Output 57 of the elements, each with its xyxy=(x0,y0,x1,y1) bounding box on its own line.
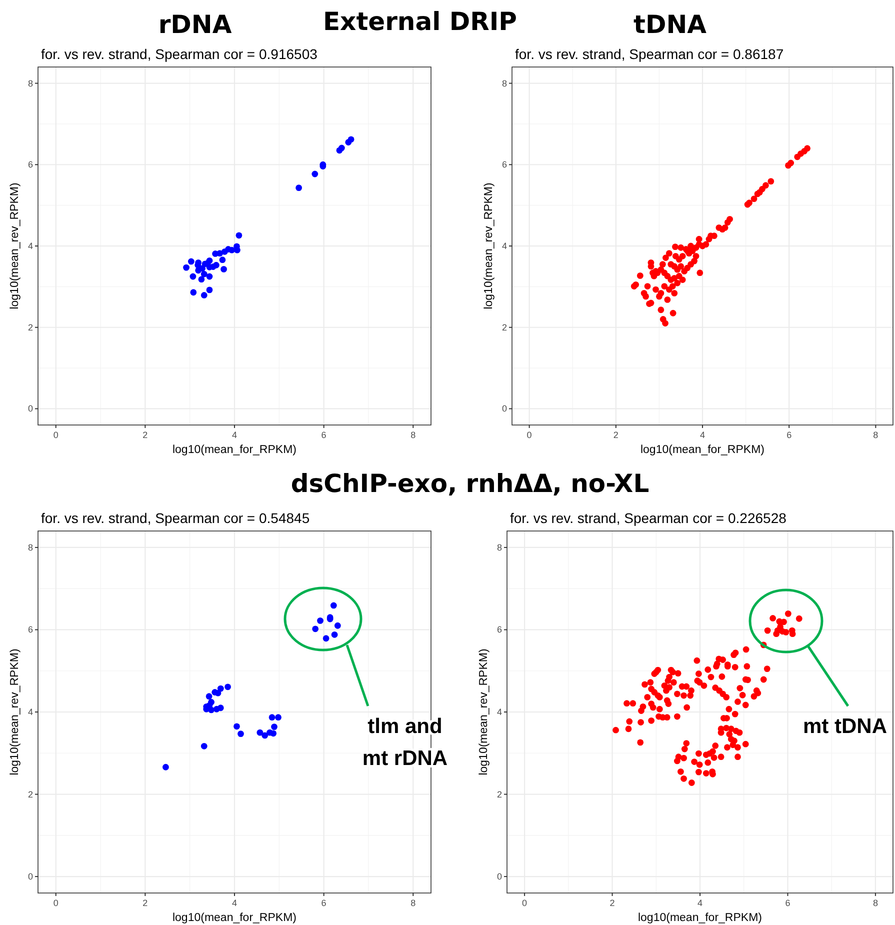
y-tick-label: 4 xyxy=(28,241,33,251)
x-tick-label: 6 xyxy=(321,898,326,908)
x-tick-label: 2 xyxy=(610,898,615,908)
y-tick-label: 6 xyxy=(28,160,33,170)
x-tick-label: 2 xyxy=(142,430,148,440)
x-axis-title: log10(mean_for_RPKM) xyxy=(640,444,765,456)
x-tick-label: 2 xyxy=(142,898,148,908)
x-tick-label: 8 xyxy=(410,898,416,908)
y-tick-label: 0 xyxy=(502,404,507,414)
y-tick-label: 2 xyxy=(502,322,507,332)
x-tick-label: 6 xyxy=(785,898,790,908)
x-tick-label: 0 xyxy=(53,898,58,908)
y-tick-label: 8 xyxy=(28,542,33,552)
y-tick-label: 2 xyxy=(496,789,502,800)
x-tick-label: 0 xyxy=(526,430,532,440)
y-tick-label: 8 xyxy=(28,78,33,88)
x-tick-label: 0 xyxy=(53,430,58,440)
y-tick-label: 4 xyxy=(496,707,502,717)
x-tick-label: 8 xyxy=(872,898,878,908)
x-axis-title: log10(mean_for_RPKM) xyxy=(638,912,762,924)
x-tick-label: 6 xyxy=(321,430,326,440)
x-tick-label: 2 xyxy=(613,430,618,440)
x-tick-label: 4 xyxy=(232,430,238,440)
y-tick-label: 4 xyxy=(28,707,33,717)
y-tick-label: 6 xyxy=(502,160,507,170)
x-tick-label: 4 xyxy=(232,898,238,908)
text: External DRIP xyxy=(322,7,518,36)
y-tick-label: 6 xyxy=(496,624,502,635)
y-tick-label: 6 xyxy=(28,624,33,635)
chart-title: for. vs rev. strand, Spearman cor = 0.86187 xyxy=(515,46,784,62)
y-tick-label: 8 xyxy=(496,542,502,552)
y-axis-title: log10(mean_rev_RPKM) xyxy=(9,648,21,776)
y-tick-label: 0 xyxy=(28,872,33,882)
y-tick-label: 0 xyxy=(496,872,502,882)
y-tick-label: 2 xyxy=(28,322,33,332)
x-tick-label: 0 xyxy=(522,898,528,908)
chart-title: for. vs rev. strand, Spearman cor = 0.226528 xyxy=(510,510,787,526)
x-tick-label: 4 xyxy=(700,430,706,440)
x-tick-label: 8 xyxy=(873,430,878,440)
chart-title: for. vs rev. strand, Spearman cor = 0.916503 xyxy=(41,46,318,62)
y-axis-title: log10(mean_rev_RPKM) xyxy=(9,182,21,310)
text: dsChIP-exo, rnhΔΔ, no-XL xyxy=(290,469,650,498)
y-axis-title: log10(mean_rev_RPKM) xyxy=(483,182,495,310)
text: rDNA xyxy=(158,10,232,39)
y-tick-label: 2 xyxy=(28,789,33,800)
y-tick-label: 8 xyxy=(502,78,507,88)
y-axis-title: log10(mean_rev_RPKM) xyxy=(478,648,490,776)
text: tDNA xyxy=(634,10,708,39)
y-tick-label: 4 xyxy=(502,241,507,251)
x-tick-label: 8 xyxy=(410,430,416,440)
x-axis-title: log10(mean_for_RPKM) xyxy=(172,912,297,924)
x-axis-title: log10(mean_for_RPKM) xyxy=(172,444,297,456)
y-tick-label: 0 xyxy=(28,404,33,414)
annotation: mt tDNA xyxy=(803,715,887,738)
x-tick-label: 6 xyxy=(786,430,792,440)
x-tick-label: 4 xyxy=(697,898,703,908)
chart-title: for. vs rev. strand, Spearman cor = 0.54845 xyxy=(41,510,310,526)
